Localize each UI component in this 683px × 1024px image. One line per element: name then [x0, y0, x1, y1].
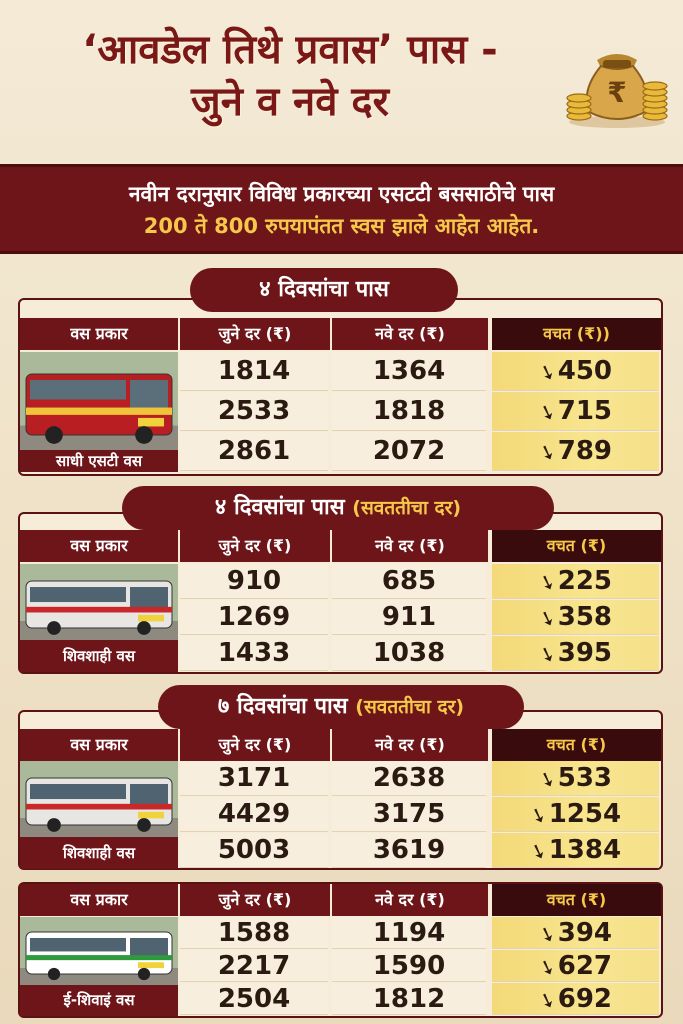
- cell-old: 2504: [180, 983, 328, 1015]
- saving-value: 450: [557, 356, 613, 386]
- cell-old: 4429: [180, 797, 328, 832]
- saving-value: 692: [557, 984, 613, 1014]
- cell-save: ➘450: [492, 352, 659, 391]
- banner-line-1: नवीन दरानुसार विविध प्रकारच्या एसटटी बसस…: [128, 182, 555, 206]
- cell-save: ➘715: [492, 392, 659, 431]
- cell-save: ➘533: [492, 761, 659, 796]
- column-header-type: वस प्रकार: [20, 884, 178, 916]
- cell-old: 910: [180, 564, 328, 599]
- cell-save: ➘225: [492, 564, 659, 599]
- bus-image: [20, 352, 178, 450]
- cell-old: 2861: [180, 432, 328, 471]
- section-label-text: ४ दिवसांचा पास: [259, 277, 389, 302]
- saving-value: 533: [557, 763, 613, 793]
- column-header-save: वचत (₹): [492, 884, 661, 916]
- saving-value: 1254: [548, 799, 622, 829]
- cell-old: 2533: [180, 392, 328, 431]
- column-header-save: वचत (₹): [492, 729, 661, 761]
- cell-new: 2638: [332, 761, 486, 796]
- cell-old: 5003: [180, 833, 328, 868]
- banner-line-2: 200 ते 800 रुपयापंतत स्वस झाले आहेत आहेत…: [143, 214, 540, 238]
- section-label: ४ दिवसांचा पास (सवततीचा दर): [122, 486, 554, 530]
- cell-new: 2072: [332, 432, 486, 471]
- cell-new: 911: [332, 600, 486, 635]
- saving-value: 715: [557, 396, 613, 426]
- cell-new: 1038: [332, 636, 486, 671]
- cell-save: ➘692: [492, 983, 659, 1015]
- column-header-new: नवे दर (₹): [332, 318, 488, 350]
- cell-new: 3175: [332, 797, 486, 832]
- cell-old: 1269: [180, 600, 328, 635]
- saving-value: 358: [557, 602, 613, 632]
- bus-image: [20, 917, 178, 985]
- bus-type-label: शिवशाही वस: [20, 837, 178, 869]
- cell-save: ➘394: [492, 917, 659, 949]
- section-label: ७ दिवसांचा पास (सवततीचा दर): [158, 685, 524, 729]
- column-header-new: नवे दर (₹): [332, 729, 488, 761]
- column-header-old: जुने दर (₹): [180, 729, 330, 761]
- bus-type-label: शिवशाही वस: [20, 640, 178, 672]
- cell-save: ➘1384: [492, 833, 659, 868]
- cell-new: 1812: [332, 983, 486, 1015]
- column-header-old: जुने दर (₹): [180, 884, 330, 916]
- cell-old: 1433: [180, 636, 328, 671]
- section-label-text: ४ दिवसांचा पास: [214, 495, 345, 520]
- cell-new: 1590: [332, 950, 486, 982]
- page-title: ‘आवडेल तिथे प्रवास’ पास - जुने व नवे दर: [20, 24, 560, 128]
- bus-type-label: साधी एसटी वस: [20, 450, 178, 472]
- saving-value: 395: [557, 638, 613, 668]
- bus-image: [20, 761, 178, 837]
- info-banner: नवीन दरानुसार विविध प्रकारच्या एसटटी बसस…: [0, 164, 683, 254]
- cell-old: 3171: [180, 761, 328, 796]
- section-label-paren: (सवततीचा दर): [355, 696, 465, 718]
- saving-value: 627: [557, 951, 613, 981]
- cell-save: ➘395: [492, 636, 659, 671]
- saving-value: 1384: [548, 835, 622, 865]
- down-arrow-icon: ➘: [535, 952, 560, 982]
- section-label-paren: (सवततीचा दर): [352, 497, 462, 519]
- column-header-old: जुने दर (₹): [180, 318, 330, 350]
- bus-image: [20, 564, 178, 640]
- money-bag-coins-icon: ₹: [566, 54, 668, 128]
- cell-old: 1588: [180, 917, 328, 949]
- column-header-type: वस प्रकार: [20, 318, 178, 350]
- cell-new: 1194: [332, 917, 486, 949]
- saving-value: 789: [557, 436, 613, 466]
- down-arrow-icon: ➘: [535, 919, 560, 949]
- column-header-type: वस प्रकार: [20, 530, 178, 562]
- cell-save: ➘789: [492, 432, 659, 471]
- saving-value: 225: [557, 566, 613, 596]
- section-label: ४ दिवसांचा पास: [190, 268, 458, 312]
- cell-save: ➘358: [492, 600, 659, 635]
- column-header-save: वचत (₹): [492, 530, 661, 562]
- cell-new: 1364: [332, 352, 486, 391]
- column-header-save: वचत (₹)): [492, 318, 661, 350]
- saving-value: 394: [557, 918, 613, 948]
- cell-old: 1814: [180, 352, 328, 391]
- cell-save: ➘1254: [492, 797, 659, 832]
- column-header-new: नवे दर (₹): [332, 530, 488, 562]
- cell-old: 2217: [180, 950, 328, 982]
- bus-type-label: ई-शिवाइं वस: [20, 985, 178, 1016]
- column-header-old: जुने दर (₹): [180, 530, 330, 562]
- cell-new: 3619: [332, 833, 486, 868]
- column-header-new: नवे दर (₹): [332, 884, 488, 916]
- svg-text:₹: ₹: [607, 76, 626, 109]
- section-label-text: ७ दिवसांचा पास: [217, 694, 348, 719]
- title-line-2: जुने व नवे दर: [191, 79, 389, 125]
- column-header-type: वस प्रकार: [20, 729, 178, 761]
- cell-save: ➘627: [492, 950, 659, 982]
- title-line-1: ‘आवडेल तिथे प्रवास’ पास -: [82, 27, 498, 73]
- cell-new: 685: [332, 564, 486, 599]
- cell-new: 1818: [332, 392, 486, 431]
- down-arrow-icon: ➘: [535, 985, 560, 1015]
